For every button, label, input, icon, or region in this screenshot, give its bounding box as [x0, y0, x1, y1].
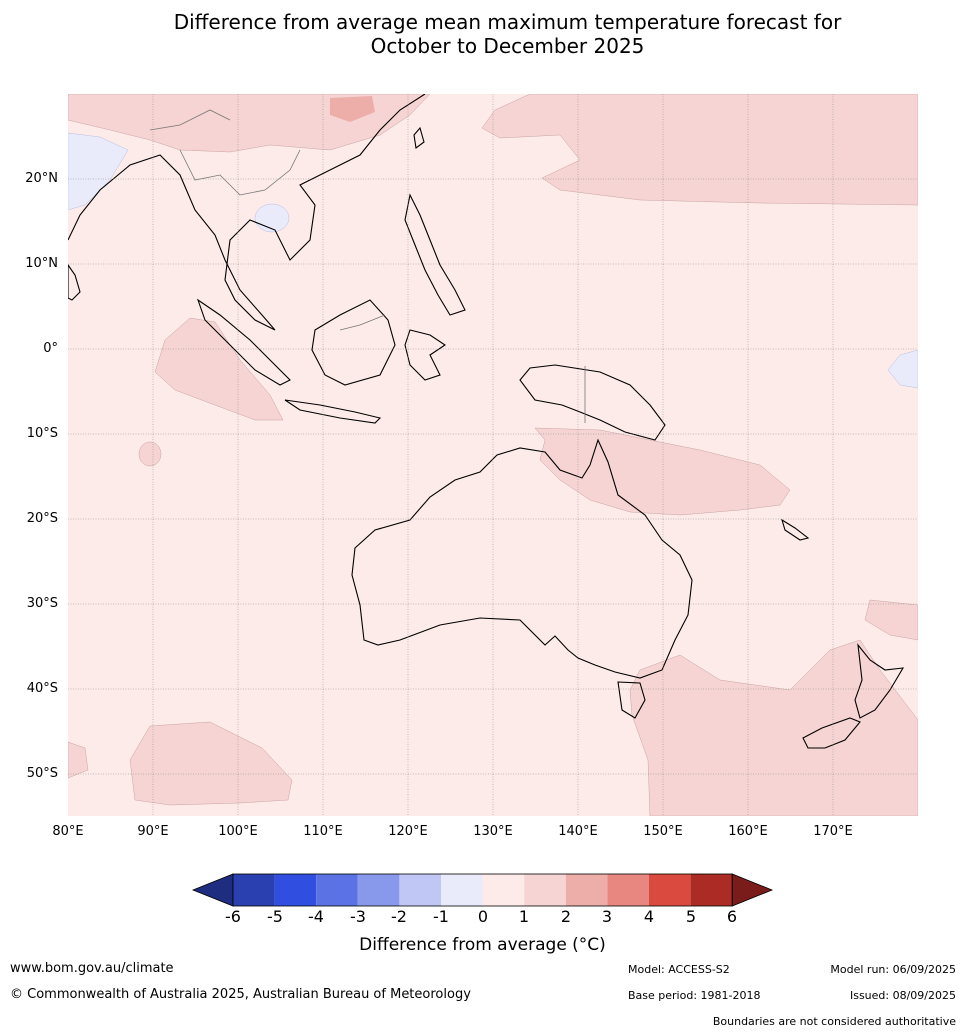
- graticule: [68, 94, 918, 816]
- lat-label-10n: 10°N: [25, 256, 58, 271]
- colorbar-tick: -4: [308, 907, 324, 926]
- cool-patch-thailand: [254, 203, 290, 233]
- issued-text: Issued: 08/09/2025: [849, 989, 956, 1002]
- map-title: Difference from average mean maximum tem…: [0, 10, 965, 58]
- colorbar-swatch: [690, 874, 733, 906]
- title-line-1: Difference from average mean maximum tem…: [173, 10, 842, 34]
- country-borders: [149, 109, 586, 423]
- colorbar-swatch: [233, 874, 275, 906]
- copyright-text: © Commonwealth of Australia 2025, Austra…: [10, 987, 471, 1002]
- taiwan-coastline: [413, 126, 425, 149]
- anomaly-patch-china-strong: [330, 96, 375, 122]
- colorbar-swatch: [482, 874, 525, 906]
- lon-label-170e: 170°E: [813, 824, 853, 839]
- colorbar-tick: -5: [267, 907, 283, 926]
- colorbar-extend-low: [191, 873, 234, 907]
- colorbar-swatch: [399, 874, 441, 906]
- colorbar-tick: -3: [350, 907, 366, 926]
- lat-label-20s: 20°S: [26, 511, 58, 526]
- lat-label-10s: 10°S: [26, 426, 58, 441]
- lat-label-40s: 40°S: [26, 681, 58, 696]
- model-run-text: Model run: 06/09/2025: [830, 963, 956, 976]
- anomaly-patch-tasman: [629, 639, 918, 816]
- colorbar-swatch: [316, 874, 358, 906]
- colorbar-swatch: [607, 874, 649, 906]
- colorbar-swatch: [441, 874, 483, 906]
- colorbar-tick: 3: [601, 907, 613, 926]
- colorbar-swatch: [524, 874, 566, 906]
- borneo-coastline: [311, 299, 396, 386]
- lon-label-100e: 100°E: [218, 824, 258, 839]
- new-caledonia-coastline: [781, 518, 810, 541]
- website-link[interactable]: www.bom.gov.au/climate: [10, 961, 174, 976]
- cool-patch-bay-of-bengal: [68, 132, 129, 211]
- lat-label-0: 0°: [43, 341, 58, 356]
- colorbar-tick: 5: [685, 907, 697, 926]
- title-line-2: October to December 2025: [370, 34, 645, 58]
- colorbar-tick: 4: [643, 907, 655, 926]
- philippines-coastline: [404, 193, 466, 316]
- lon-label-90e: 90°E: [137, 824, 169, 839]
- mainland-asia-coastline: [68, 94, 426, 331]
- lon-label-130e: 130°E: [473, 824, 513, 839]
- sri-lanka-coastline: [68, 264, 81, 301]
- java-coastline: [284, 399, 382, 424]
- lon-label-120e: 120°E: [388, 824, 428, 839]
- colorbar-swatch: [565, 874, 608, 906]
- colorbar-tick: 2: [560, 907, 572, 926]
- anomaly-patch-east-edge: [864, 599, 918, 641]
- australia-coastline: [351, 438, 693, 679]
- anomaly-patch-north-pacific: [481, 94, 918, 206]
- anomaly-patch-west-edge: [68, 741, 89, 779]
- colorbar-label: Difference from average (°C): [359, 935, 606, 955]
- lon-label-110e: 110°E: [303, 824, 343, 839]
- anomaly-patch-south-indian: [129, 721, 293, 806]
- lon-label-160e: 160°E: [728, 824, 768, 839]
- model-text: Model: ACCESS-S2: [628, 963, 730, 976]
- anomaly-patch-small: [138, 441, 162, 467]
- new-zealand-north-coastline: [854, 643, 905, 719]
- cool-patch-pacific: [887, 349, 918, 389]
- colorbar: [191, 873, 774, 907]
- colorbar-swatch: [649, 874, 691, 906]
- colorbar-swatch: [274, 874, 317, 906]
- lon-label-80e: 80°E: [52, 824, 84, 839]
- new-zealand-south-coastline: [802, 717, 861, 749]
- lon-label-150e: 150°E: [643, 824, 683, 839]
- colorbar-extend-high: [731, 873, 774, 907]
- sumatra-coastline: [196, 298, 291, 386]
- colorbar-tick: -2: [391, 907, 407, 926]
- sulawesi-coastline: [404, 329, 446, 381]
- colorbar-tick: -1: [433, 907, 449, 926]
- base-period-text: Base period: 1981-2018: [628, 989, 761, 1002]
- anomaly-patch-coral-sea: [534, 427, 791, 516]
- colorbar-tick: 0: [477, 907, 489, 926]
- colorbar-tick: 1: [518, 907, 530, 926]
- lat-label-20n: 20°N: [25, 171, 58, 186]
- colorbar-tick: 6: [726, 907, 738, 926]
- disclaimer-text: Boundaries are not considered authoritat…: [712, 1015, 956, 1028]
- lat-label-30s: 30°S: [26, 596, 58, 611]
- new-guinea-coastline: [519, 364, 666, 441]
- lon-label-140e: 140°E: [558, 824, 598, 839]
- coastlines: [68, 94, 905, 749]
- colorbar-frame: [232, 873, 733, 907]
- colorbar-swatch: [357, 874, 400, 906]
- colorbar-tick: -6: [225, 907, 241, 926]
- tasmania-coastline: [617, 681, 646, 719]
- lat-label-50s: 50°S: [26, 766, 58, 781]
